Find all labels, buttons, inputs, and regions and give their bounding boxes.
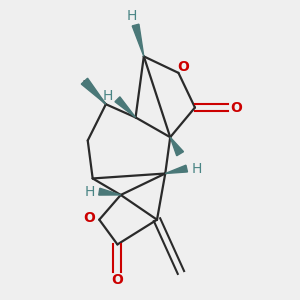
Polygon shape xyxy=(115,97,136,117)
Text: H: H xyxy=(127,9,137,23)
Text: H: H xyxy=(84,185,94,199)
Polygon shape xyxy=(132,24,144,56)
Text: O: O xyxy=(83,211,95,225)
Text: O: O xyxy=(230,100,242,115)
Text: H: H xyxy=(102,89,113,103)
Polygon shape xyxy=(99,188,121,195)
Text: O: O xyxy=(112,273,123,287)
Polygon shape xyxy=(170,137,184,156)
Text: O: O xyxy=(178,60,189,74)
Polygon shape xyxy=(81,78,106,104)
Polygon shape xyxy=(165,165,188,173)
Text: H: H xyxy=(191,162,202,176)
